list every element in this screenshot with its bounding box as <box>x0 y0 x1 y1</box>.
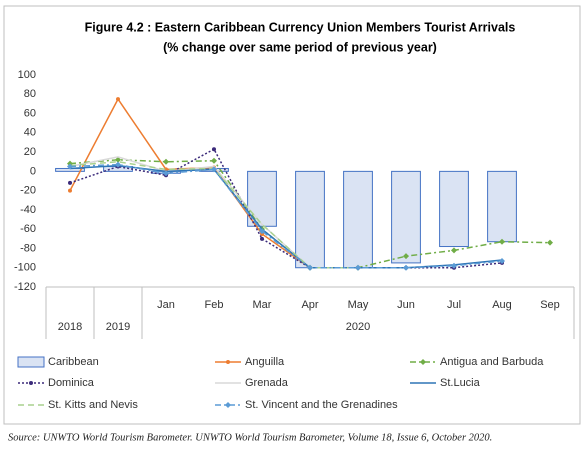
point <box>211 166 217 173</box>
point <box>260 236 264 241</box>
y-tick-label: -120 <box>14 281 36 293</box>
x-tick-label: 2018 <box>58 321 82 333</box>
point <box>259 228 265 235</box>
legend-label: St.Lucia <box>440 377 481 389</box>
point <box>67 163 73 170</box>
y-tick-label: 100 <box>18 69 36 81</box>
bar <box>295 170 325 269</box>
bar <box>391 170 421 264</box>
x-tick-label: Mar <box>253 299 272 311</box>
x-tick-label: Jun <box>397 299 415 311</box>
x-tick-label: Apr <box>301 299 318 311</box>
legend-label: Anguilla <box>245 356 285 368</box>
source: Source: UNWTO World Tourism Barometer. U… <box>8 432 492 443</box>
point <box>403 264 409 271</box>
x-tick-label: Sep <box>540 299 560 311</box>
y-tick-label: -100 <box>14 262 36 274</box>
point <box>211 157 217 164</box>
line <box>69 163 503 269</box>
x-tick-label: Aug <box>492 299 512 311</box>
legend-marker <box>420 359 426 365</box>
legend-label: St. Kitts and Nevis <box>48 399 138 411</box>
y-tick-label: 80 <box>24 88 36 100</box>
x-tick-label: Jul <box>447 299 461 311</box>
y-tick-label: -20 <box>20 185 36 197</box>
chart-title: Figure 4.2 : Eastern Caribbean Currency … <box>85 20 516 34</box>
y-tick-label: 40 <box>24 127 36 139</box>
point <box>403 253 409 260</box>
bar <box>439 170 469 248</box>
point <box>307 264 313 271</box>
legend-label: Caribbean <box>48 356 99 368</box>
x-tick-label: Feb <box>205 299 224 311</box>
x-tick-label: 2019 <box>106 321 130 333</box>
y-tick-label: 0 <box>30 165 36 177</box>
point <box>163 158 169 165</box>
point <box>212 147 216 152</box>
legend-label: Antigua and Barbuda <box>440 356 544 368</box>
y-tick-label: 60 <box>24 107 36 119</box>
point <box>451 247 457 254</box>
legend-marker <box>226 360 230 364</box>
point <box>355 264 361 271</box>
point <box>116 97 120 102</box>
legend-label: Dominica <box>48 377 95 389</box>
chart-border <box>3 5 581 425</box>
y-tick-label: -40 <box>20 204 36 216</box>
point <box>115 161 121 168</box>
point <box>163 170 169 177</box>
line <box>69 164 503 269</box>
x-tick-label: May <box>348 299 369 311</box>
y-tick-label: -80 <box>20 242 36 254</box>
legend-swatch <box>17 356 45 368</box>
point <box>451 262 457 269</box>
legend-label: St. Vincent and the Grenadines <box>245 399 398 411</box>
y-tick-label: 20 <box>24 146 36 158</box>
bar <box>487 170 517 243</box>
legend-marker <box>29 381 33 385</box>
y-tick-label: -60 <box>20 223 36 235</box>
chart-subtitle: (% change over same period of previous y… <box>163 40 437 54</box>
point <box>68 188 72 193</box>
point <box>115 156 121 163</box>
x-group-label: 2020 <box>346 321 370 333</box>
bar <box>343 170 373 269</box>
point <box>547 239 553 246</box>
legend-label: Grenada <box>245 377 289 389</box>
point <box>68 180 72 185</box>
point <box>499 257 505 264</box>
legend-marker <box>225 402 231 408</box>
x-tick-label: Jan <box>157 299 175 311</box>
point <box>499 238 505 245</box>
